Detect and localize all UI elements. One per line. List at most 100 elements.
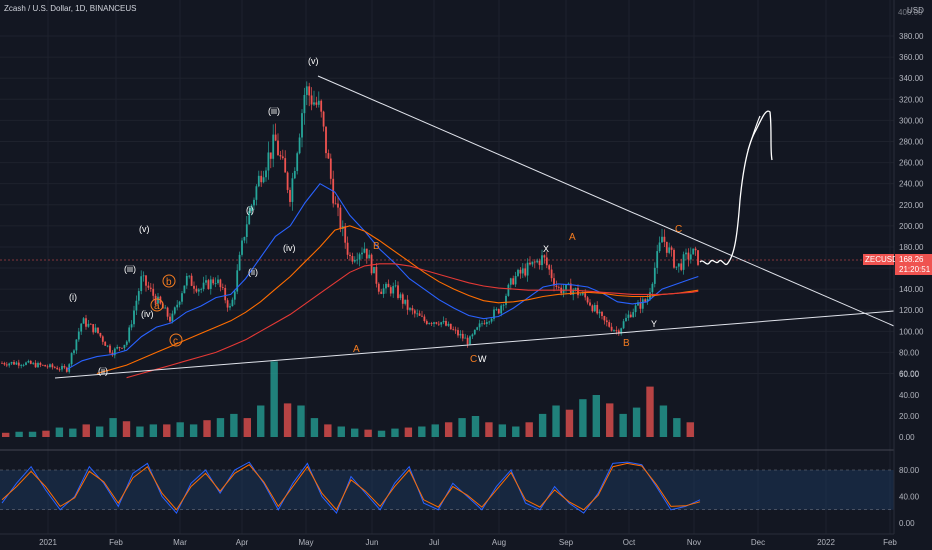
volume-tick-label: 20.00 [899,412,920,421]
candle-body [140,276,143,292]
volume-bar [659,405,668,437]
candle-body [73,350,75,354]
wave-label-iv-1: (iv) [141,309,154,319]
volume-bar [498,424,507,437]
time-tick-label: Jun [366,538,379,547]
candle-body [557,286,560,288]
candle-body [137,291,140,301]
candle-body [500,305,503,314]
candle-body [363,248,366,253]
time-tick-label: Oct [623,538,636,547]
candle-body [512,278,515,285]
volume-bar [42,430,50,437]
candle-body [106,345,109,347]
projection-drawing[interactable] [699,110,773,266]
candle-body [445,320,447,326]
candle-body [17,362,20,366]
candle-body [533,261,536,263]
candle-body [373,267,375,274]
price-tick-label: 360.00 [899,53,924,62]
candle-body [34,362,37,368]
candle-body [509,278,512,285]
candle-body [452,329,455,331]
candle-body [389,287,392,294]
candle-body [262,177,265,183]
descending-trendline[interactable] [317,75,895,327]
candle-body [399,294,402,298]
candle-body [190,275,193,286]
volume-bar [297,405,305,437]
candle-body [147,285,150,288]
candle-body [301,113,303,138]
candle-body [272,134,275,159]
volume-bar [619,413,627,437]
wave-label-ii-1: (ii) [98,366,108,376]
volume-bar [310,418,319,437]
candle-body [101,336,104,342]
candle-body [51,364,54,368]
candle-body [370,254,373,274]
price-tick-label: 320.00 [899,95,924,104]
price-tick-label: 140.00 [899,285,924,294]
candle-body [315,102,318,105]
candle-body [289,189,291,202]
candle-body [70,353,73,365]
candle-body [377,283,380,292]
volume-bar [337,426,345,437]
candle-body [109,345,111,353]
candle-body [22,364,25,366]
candle-body [680,263,683,270]
volume-bar [606,403,614,437]
candle-body [697,250,699,265]
candle-body [329,158,332,179]
candle-body [224,288,227,301]
candle-body [471,334,474,337]
candle-body [569,283,572,295]
candle-body [591,305,594,312]
stochastic-line [1,461,701,515]
candle-body [514,275,517,285]
volume-bar [15,431,23,437]
candle-body [87,323,90,327]
candle-body [135,300,138,311]
currency-label[interactable]: USD [907,6,924,15]
candle-body [337,203,339,208]
candle-body [603,315,606,321]
candle-body [548,265,551,270]
candle-body [425,321,428,325]
candle-body [53,367,56,369]
candle-body [418,313,421,316]
candle-body [416,313,419,315]
candle-body [166,307,169,317]
candle-body [361,252,363,255]
candle-body [663,236,666,242]
candle-body [260,175,263,183]
volume-bar [538,413,547,437]
candle-body [488,321,491,323]
candle-body [394,285,397,287]
candle-body [77,331,80,340]
price-axis[interactable]: 380.00 360.00 340.00 320.00 300.00 280.00 260.… [899,32,924,528]
candle-body [529,262,531,265]
candle-body [555,285,558,287]
candle-body [469,336,471,345]
candle-body [639,302,642,309]
volume-bar [391,428,399,437]
candle-body [644,299,647,302]
candle-body [385,283,387,289]
candle-body [197,289,200,292]
candle-body [617,330,620,334]
time-axis[interactable]: 2021 Feb Mar Apr May Jun Jul Aug Sep Oct Nov Dec 202… [39,538,897,547]
candle-body [615,330,618,331]
wave-label-C-2: C [675,224,682,235]
candle-body [32,362,35,364]
candle-body [152,288,155,296]
candle-body [25,362,27,365]
wave-label-A-1: A [353,344,360,355]
candle-body [171,313,174,322]
grid [0,0,894,534]
ascending-trendline[interactable] [54,310,895,379]
candle-body [625,317,627,322]
candle-body [243,236,246,241]
